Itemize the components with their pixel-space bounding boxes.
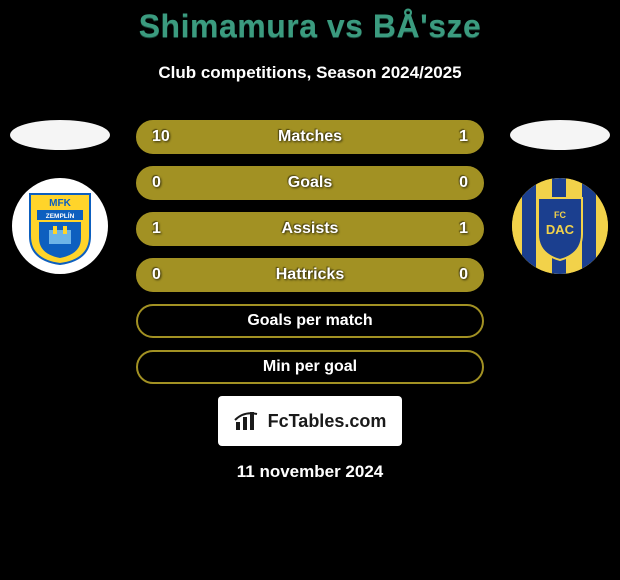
chart-icon [234,410,262,432]
stat-row-goals-per-match: Goals per match [136,304,484,338]
svg-text:FC: FC [554,210,566,220]
goals-left-value: 0 [152,174,176,192]
stat-row-assists: 1 Assists 1 [136,212,484,246]
matches-right-value: 1 [444,128,468,146]
footer: FcTables.com 11 november 2024 [0,396,620,482]
hattricks-right-value: 0 [444,266,468,284]
assists-left-value: 1 [152,220,176,238]
vs-text: vs [327,8,364,44]
stat-row-min-per-goal: Min per goal [136,350,484,384]
gpm-label: Goals per match [138,312,482,330]
stat-row-goals: 0 Goals 0 [136,166,484,200]
player-a-name: Shimamura [139,8,318,44]
right-club-badge: FC DAC [512,178,608,274]
assists-label: Assists [138,220,482,238]
comparison-title: Shimamura vs BÅ'sze [0,0,620,45]
stat-row-hattricks: 0 Hattricks 0 [136,258,484,292]
matches-label: Matches [138,128,482,146]
player-b-name: BÅ'sze [373,8,481,44]
right-player-column: FC DAC [508,120,612,274]
assists-right-value: 1 [444,220,468,238]
stats-container: 10 Matches 1 0 Goals 0 1 Assists 1 0 Hat… [136,120,484,396]
brand-text: FcTables.com [268,411,387,432]
fc-dac-shield-icon: FC DAC [512,178,608,274]
hattricks-left-value: 0 [152,266,176,284]
svg-text:MFK: MFK [49,198,71,209]
competition-subtitle: Club competitions, Season 2024/2025 [0,63,620,83]
right-flag-oval [510,120,610,150]
goals-right-value: 0 [444,174,468,192]
left-club-badge: MFK ZEMPLÍN [12,178,108,274]
mfk-zemplin-shield-icon: MFK ZEMPLÍN [25,186,95,266]
svg-text:ZEMPLÍN: ZEMPLÍN [46,211,75,220]
brand-box[interactable]: FcTables.com [218,396,402,446]
hattricks-label: Hattricks [138,266,482,284]
svg-text:DAC: DAC [546,222,575,237]
left-flag-oval [10,120,110,150]
stat-row-matches: 10 Matches 1 [136,120,484,154]
left-player-column: MFK ZEMPLÍN [8,120,112,274]
mpg-label: Min per goal [138,358,482,376]
footer-date: 11 november 2024 [237,462,383,482]
goals-label: Goals [138,174,482,192]
matches-left-value: 10 [152,128,176,146]
